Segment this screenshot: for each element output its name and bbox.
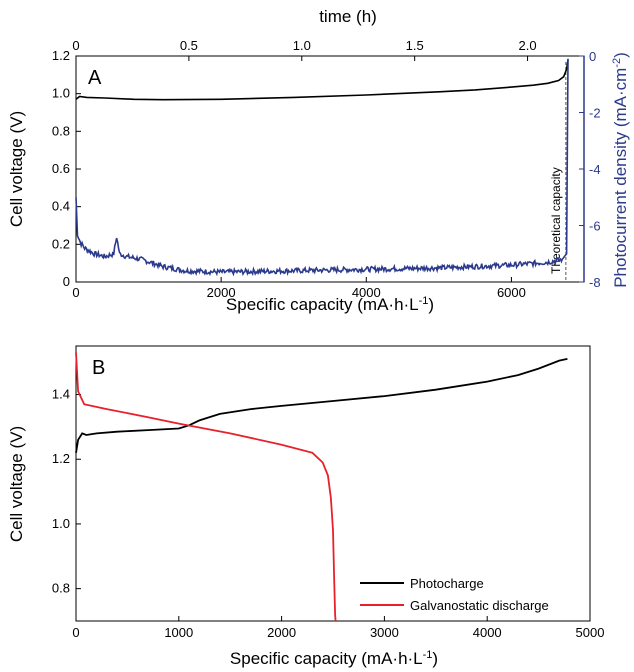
panel-a-y-tick-label: 1.0 — [52, 86, 70, 101]
panel-a-y-tick-label: 1.2 — [52, 48, 70, 63]
panel-a-y-tick-label: 0 — [63, 274, 70, 289]
panel-a-right-axis-label: Photocurrent density (mA·cm-2) — [611, 52, 630, 288]
panel-a-voltage-line — [75, 59, 569, 101]
panel-a-right-tick-label: -6 — [589, 219, 601, 234]
legend-discharge-label: Galvanostatic discharge — [410, 598, 549, 613]
panel-b-x-axis-label: Specific capacity (mA·h·L-1) — [230, 649, 438, 668]
panel-a-top-tick-label: 1.0 — [293, 38, 311, 53]
panel-a-x-tick-label: 4000 — [352, 285, 381, 300]
panel-a-x-axis-label: Specific capacity (mA·h·L-1) — [226, 295, 434, 314]
panel-b-x-tick-label: 3000 — [370, 625, 399, 640]
panel-a-x-ticks: 0 2000 4000 6000 — [72, 277, 526, 300]
panel-a-top-tick-label: 1.5 — [406, 38, 424, 53]
panel-a-right-tick-label: -8 — [589, 275, 601, 290]
panel-a-frame — [75, 55, 585, 283]
panel-a-x-tick-label: 2000 — [207, 285, 236, 300]
panel-b-y-tick-label: 1.4 — [52, 387, 70, 402]
panel-b-y-tick-label: 1.2 — [52, 451, 70, 466]
panel-b-x-tick-label: 2000 — [267, 625, 296, 640]
panel-a-x-tick-label: 0 — [72, 285, 79, 300]
panel-a-top-ticks: 0 0.5 1.0 1.5 2.0 — [72, 38, 537, 61]
panel-a-y-tick-label: 0.2 — [52, 236, 70, 251]
panel-b-y-axis-label: Cell voltage (V) — [7, 426, 26, 542]
photocharge-line — [75, 358, 568, 453]
panel-a-top-tick-label: 0.5 — [180, 38, 198, 53]
panel-a-photocurrent-line — [75, 58, 569, 277]
panel-a-y-ticks: 0 0.2 0.4 0.6 0.8 1.0 1.2 — [52, 48, 81, 289]
panel-a-label: A — [88, 67, 102, 89]
panel-b-x-tick-label: 0 — [72, 625, 79, 640]
panel-b-x-tick-label: 1000 — [164, 625, 193, 640]
legend-photocharge-label: Photocharge — [410, 576, 484, 591]
panel-b-x-tick-label: 4000 — [473, 625, 502, 640]
panel-b-x-ticks: 0 1000 2000 3000 4000 5000 — [72, 616, 604, 640]
panel-b-y-tick-label: 1.0 — [52, 516, 70, 531]
panel-a-right-tick-label: 0 — [589, 49, 596, 64]
panel-b-x-tick-label: 5000 — [576, 625, 605, 640]
panel-a-y-tick-label: 0.8 — [52, 123, 70, 138]
panel-a-top-axis-label: time (h) — [319, 7, 377, 26]
panel-a-right-tick-label: -4 — [589, 162, 601, 177]
panel-a-y-axis-label: Cell voltage (V) — [7, 111, 26, 227]
theoretical-capacity-label: Theoretical capacity — [549, 167, 563, 274]
panel-a-y-tick-label: 0.6 — [52, 161, 70, 176]
panel-a-right-ticks: 0 -2 -4 -6 -8 — [579, 49, 601, 290]
galvanostatic-discharge-line — [75, 352, 337, 622]
panel-a-right-tick-label: -2 — [589, 106, 601, 121]
panel-a: A 0 2000 4000 6000 0 0.2 0.4 0.6 0.8 1.0 1.2 0 0.5… — [7, 7, 630, 314]
panel-b-y-tick-label: 0.8 — [52, 581, 70, 596]
panel-b-frame — [75, 345, 591, 622]
panel-a-top-tick-label: 2.0 — [519, 38, 537, 53]
panel-a-y-tick-label: 0.4 — [52, 199, 70, 214]
panel-a-top-tick-label: 0 — [72, 38, 79, 53]
panel-a-x-tick-label: 6000 — [497, 285, 526, 300]
panel-b-label: B — [92, 357, 105, 379]
panel-b-y-ticks: 0.8 1.0 1.2 1.4 — [52, 387, 81, 596]
panel-b: B 0 1000 2000 3000 4000 5000 0.8 1.0 1.2 1.4 Pho… — [7, 345, 604, 668]
panel-b-legend: Photocharge Galvanostatic discharge — [360, 576, 549, 613]
